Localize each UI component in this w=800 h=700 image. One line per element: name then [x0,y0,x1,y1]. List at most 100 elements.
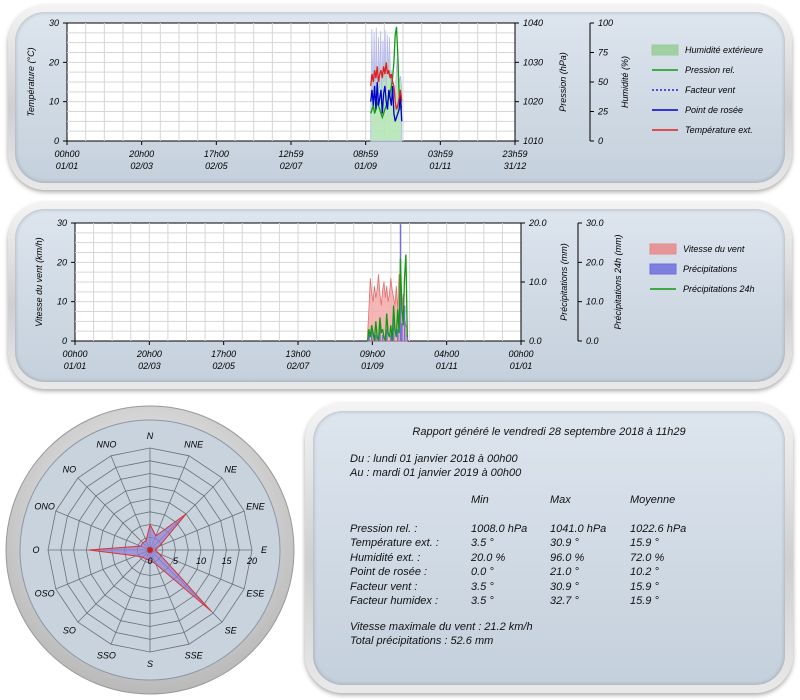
rose-direction-label: SSE [185,650,204,660]
rose-spoke [149,549,245,590]
rain-bar [401,323,403,341]
x-axis-tick-label-time: 00h00 [508,349,533,359]
right-axis-tick-label: 0 [598,136,603,146]
right-axis-label: Pression (hPa) [558,52,568,112]
rose-spoke [149,510,245,551]
report-cell-label: Point de rosée : [350,566,428,579]
legend-swatch [649,263,677,275]
rose-direction-label: ESE [246,589,265,599]
right-axis-tick-label: 0.0 [529,336,542,346]
rose-direction-label: N [147,431,154,441]
left-axis-tick-label: 0 [62,336,67,346]
rose-scale-label: 20 [246,556,257,566]
report-cell-min: 3.5 ° [471,537,494,550]
legend-label: Température ext. [685,125,753,135]
rose-direction-label: NNO [96,440,116,450]
x-axis-tick-label-time: 09h00 [360,349,385,359]
x-axis-tick-label-date: 02/07 [280,161,304,171]
x-axis-tick-label-date: 01/09 [361,361,384,371]
right-axis-tick-label: 1040 [523,18,543,28]
report-cell-min: 20.0 % [471,551,506,564]
report-cell-max: 30.9 ° [550,537,579,550]
legend-label: Précipitations 24h [683,284,755,294]
report-header-min: Min [471,494,489,506]
rain-bar [381,335,384,341]
rain-bar [392,317,395,341]
rain-bar [397,329,399,341]
rose-direction-label: SSO [97,650,116,660]
legend-swatch [649,243,677,255]
right-axis-tick-label: 10.0 [529,277,547,287]
right-axis-tick-label: 100 [598,18,613,28]
right-axis-tick-label: 20.0 [585,257,604,267]
right-axis-tick-label: 1010 [523,136,543,146]
right-axis-tick-label: 1030 [523,57,543,67]
rose-scale-label: 15 [221,556,232,566]
report-panel: Rapport généré le vendredi 28 septembre … [305,403,793,693]
rose-direction-label: SE [225,626,238,636]
right-axis-tick-label: 1020 [523,97,543,107]
left-axis-tick-label: 30 [57,218,67,228]
x-axis-tick-label-time: 12h59 [278,149,303,159]
report-cell-avg: 15.9 ° [630,595,659,607]
report-cell-max: 96.0 % [550,551,585,564]
rain-bar [371,329,373,341]
report-cell-avg: 10.2 ° [630,566,659,579]
rain-bar [406,335,409,341]
report-cell-max: 30.9 ° [550,580,579,593]
right-axis-tick-label: 30.0 [586,218,604,228]
x-axis-tick-label-date: 01/01 [56,161,79,171]
rose-direction-label: OSO [35,589,55,599]
report-cell-avg: 72.0 % [630,551,665,564]
report-wind-max: Vitesse maximale du vent : 21.2 km/h [350,621,533,633]
report-cell-avg: 15.9 ° [630,537,659,550]
rose-direction-label: ONO [34,501,55,511]
rose-scale-label: 0 [147,556,152,566]
right-axis-tick-label: 75 [598,48,609,58]
rain-bar [368,335,370,341]
right-axis-label: Précipitations 24h (mm) [613,234,623,329]
rain-bar [390,335,392,341]
rose-direction-label: NE [224,464,237,474]
report-cell-label: Facteur humidex : [350,595,439,607]
rose-direction-label: ENE [246,501,266,511]
x-axis-tick-label-time: 04h00 [434,349,459,359]
rose-spoke [77,549,151,623]
report-period-to: Au : mardi 01 janvier 2019 à 00h00 [350,467,522,479]
right-axis-tick-label: 10.0 [586,297,604,307]
rose-data-polygon [88,513,212,612]
left-axis-tick-label: 10 [49,97,59,107]
report-cell-avg: 15.9 ° [630,580,659,593]
report-panel-inner [313,411,785,685]
x-axis-tick-label-date: 02/07 [287,361,311,371]
right-axis-label: Humidité (%) [620,56,630,108]
report-cell-min: 3.5 ° [471,595,494,607]
left-axis-label: Vitesse du vent (km/h) [34,237,44,326]
report-period-from: Du : lundi 01 janvier 2018 à 00h00 [350,453,518,465]
rose-spoke [55,510,151,551]
x-axis-tick-label-date: 01/11 [429,161,451,171]
x-axis-tick-label-date: 01/11 [436,361,458,371]
legend-label: Facteur vent [685,85,736,95]
rose-spoke [149,549,190,645]
legend-label: Humidité extérieure [685,45,763,55]
report-header-max: Max [550,494,571,506]
report-cell-max: 21.0 ° [550,566,579,579]
x-axis-tick-label-time: 00h00 [62,349,87,359]
report-cell-min: 1008.0 hPa [471,523,528,535]
report-cell-label: Facteur vent : [350,580,418,593]
left-axis-tick-label: 20 [48,57,59,67]
x-axis-tick-label-date: 02/05 [205,161,229,171]
left-axis-tick-label: 20 [56,257,67,267]
report-rain-total: Total précipitations : 52.6 mm [350,635,494,647]
left-axis-tick-label: 30 [49,18,59,28]
x-axis-tick-label-date: 31/12 [504,161,527,171]
x-axis-tick-label-time: 08h59 [353,149,378,159]
x-axis-tick-label-date: 02/03 [138,361,161,371]
rose-scale-label: 5 [173,556,179,566]
rose-direction-label: NO [63,464,77,474]
legend-label: Pression rel. [685,65,735,75]
